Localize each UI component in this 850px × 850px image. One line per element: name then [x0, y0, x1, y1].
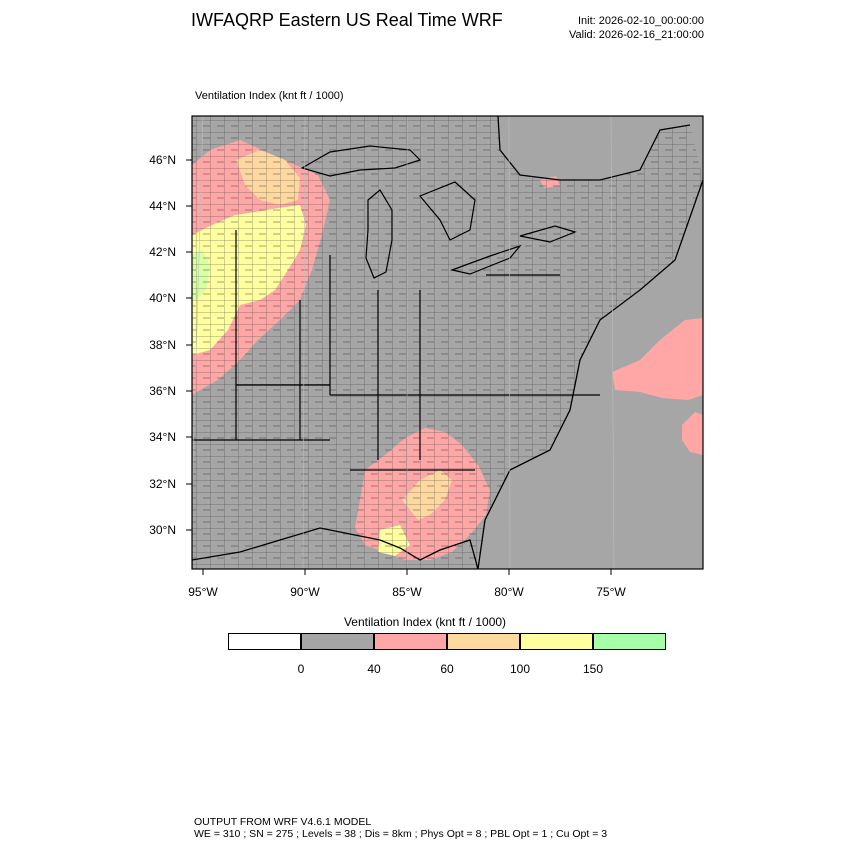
valid-time: Valid: 2026-02-16_21:00:00: [569, 29, 704, 41]
lake-erie: [449, 244, 522, 275]
plot-title: IWFAQRP Eastern US Real Time WRF: [191, 10, 503, 30]
colorbar-box-below-0: [228, 633, 301, 650]
lon-label-90: 90°W: [290, 585, 320, 599]
lake-michigan: [365, 189, 393, 279]
colorbar-label-0: 0: [297, 662, 305, 676]
gulf-coastline: [192, 527, 479, 569]
colorbar-box-40-60: [374, 633, 447, 650]
colorbar-box-100-150: [520, 633, 593, 650]
longitude-axis: 95°W 90°W 85°W 80°W 75°W: [188, 569, 626, 599]
run-times: Init: 2026-02-10_00:00:00 Valid: 2026-02…: [569, 14, 704, 42]
footer-model-line: OUTPUT FROM WRF V4.6.1 MODEL: [194, 816, 372, 828]
lon-label-95: 95°W: [188, 585, 218, 599]
colorbar-box-0-40: [301, 633, 374, 650]
lake-huron: [419, 181, 476, 241]
map-field: [192, 116, 703, 569]
colorbar-label-100: 100: [509, 662, 531, 676]
init-time: Init: 2026-02-10_00:00:00: [578, 15, 704, 27]
lat-label-34: 34°N: [149, 430, 176, 444]
vi-region-40-60-atlantic-south: [682, 412, 703, 455]
lat-label-32: 32°N: [149, 477, 176, 491]
colorbar-label-40: 40: [367, 662, 381, 676]
lat-label-38: 38°N: [149, 338, 176, 352]
atlantic-coastline: [477, 179, 703, 569]
lon-label-75: 75°W: [596, 585, 626, 599]
lake-ontario: [519, 225, 577, 243]
lat-label-40: 40°N: [149, 291, 176, 305]
lat-label-44: 44°N: [149, 199, 176, 213]
lon-label-85: 85°W: [392, 585, 422, 599]
lat-label-30: 30°N: [149, 523, 176, 537]
field-label: Ventilation Index (knt ft / 1000): [195, 90, 344, 102]
vi-region-40-60-atlantic: [612, 318, 703, 400]
map-frame: [191, 115, 704, 570]
colorbar-box-60-100: [447, 633, 520, 650]
lat-label-46: 46°N: [149, 153, 176, 167]
lat-label-42: 42°N: [149, 245, 176, 259]
footer-config-line: WE = 310 ; SN = 275 ; Levels = 38 ; Dis …: [194, 828, 608, 840]
latitude-axis: 46°N 44°N 42°N 40°N 38°N 36°N 34°N 32°N …: [149, 153, 192, 537]
colorbar-label-150: 150: [582, 662, 604, 676]
colorbar-title: Ventilation Index (knt ft / 1000): [343, 615, 507, 629]
canada-border: [497, 116, 691, 181]
colorbar-label-60: 60: [440, 662, 454, 676]
model-footer: OUTPUT FROM WRF V4.6.1 MODEL WE = 310 ; …: [194, 816, 607, 840]
colorbar-box-above-150: [593, 633, 666, 650]
lon-label-80: 80°W: [494, 585, 524, 599]
state-boundaries: [192, 230, 600, 471]
lake-superior: [300, 145, 422, 177]
lat-label-36: 36°N: [149, 384, 176, 398]
county-boundaries: [192, 116, 703, 569]
